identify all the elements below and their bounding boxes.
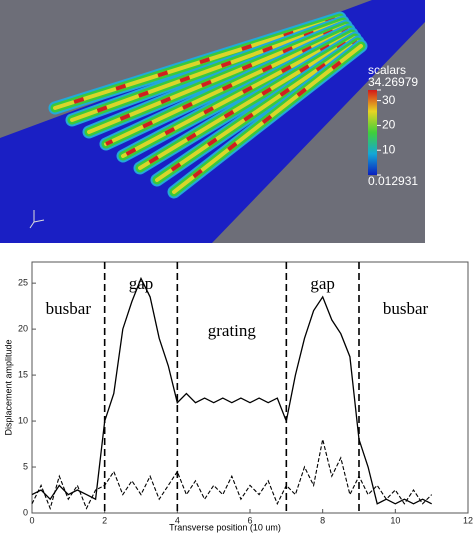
x-tick-label: 10	[390, 515, 400, 525]
y-axis-label: Displacement amplitude	[3, 339, 13, 435]
finger-core	[138, 36, 357, 170]
colorbar-label: 0.012931	[368, 174, 418, 188]
series-line	[31, 276, 432, 505]
region-label: grating	[208, 321, 257, 340]
y-tick-label: 25	[18, 278, 28, 288]
finger-hotspot	[105, 28, 350, 146]
x-tick-label: 2	[102, 515, 107, 525]
y-tick-label: 20	[18, 323, 28, 333]
finger-core	[87, 24, 348, 134]
x-axis-label: Transverse position (10 um)	[169, 522, 281, 532]
series-line	[31, 439, 433, 511]
x-tick-label: 4	[175, 515, 180, 525]
y-tick-label: 10	[18, 415, 28, 425]
y-tick-label: 15	[18, 369, 28, 379]
colorbar-label: 34.26979	[368, 75, 418, 89]
finger-hotspot	[172, 44, 363, 194]
colorbar	[368, 90, 377, 175]
simulation-render	[0, 0, 425, 243]
colorbar-label: 30	[382, 93, 396, 107]
y-tick-label: 0	[23, 507, 28, 517]
axes-icon	[29, 210, 45, 229]
finger-core	[121, 32, 354, 158]
x-tick-label: 12	[463, 515, 473, 525]
x-tick-label: 0	[29, 515, 34, 525]
region-label: gap	[310, 274, 335, 293]
finger-core	[70, 20, 345, 122]
finger-hotspot	[155, 40, 360, 182]
y-tick-label: 5	[23, 461, 28, 471]
colorbar-label: 20	[382, 118, 396, 132]
region-label: gap	[129, 274, 154, 293]
colorbar-title: scalars	[368, 63, 406, 77]
x-tick-label: 6	[247, 515, 252, 525]
colorbar-label: 10	[382, 142, 396, 156]
finger-hotspot	[54, 16, 341, 110]
region-label: busbar	[383, 299, 429, 318]
x-tick-label: 8	[320, 515, 325, 525]
region-label: busbar	[46, 299, 92, 318]
